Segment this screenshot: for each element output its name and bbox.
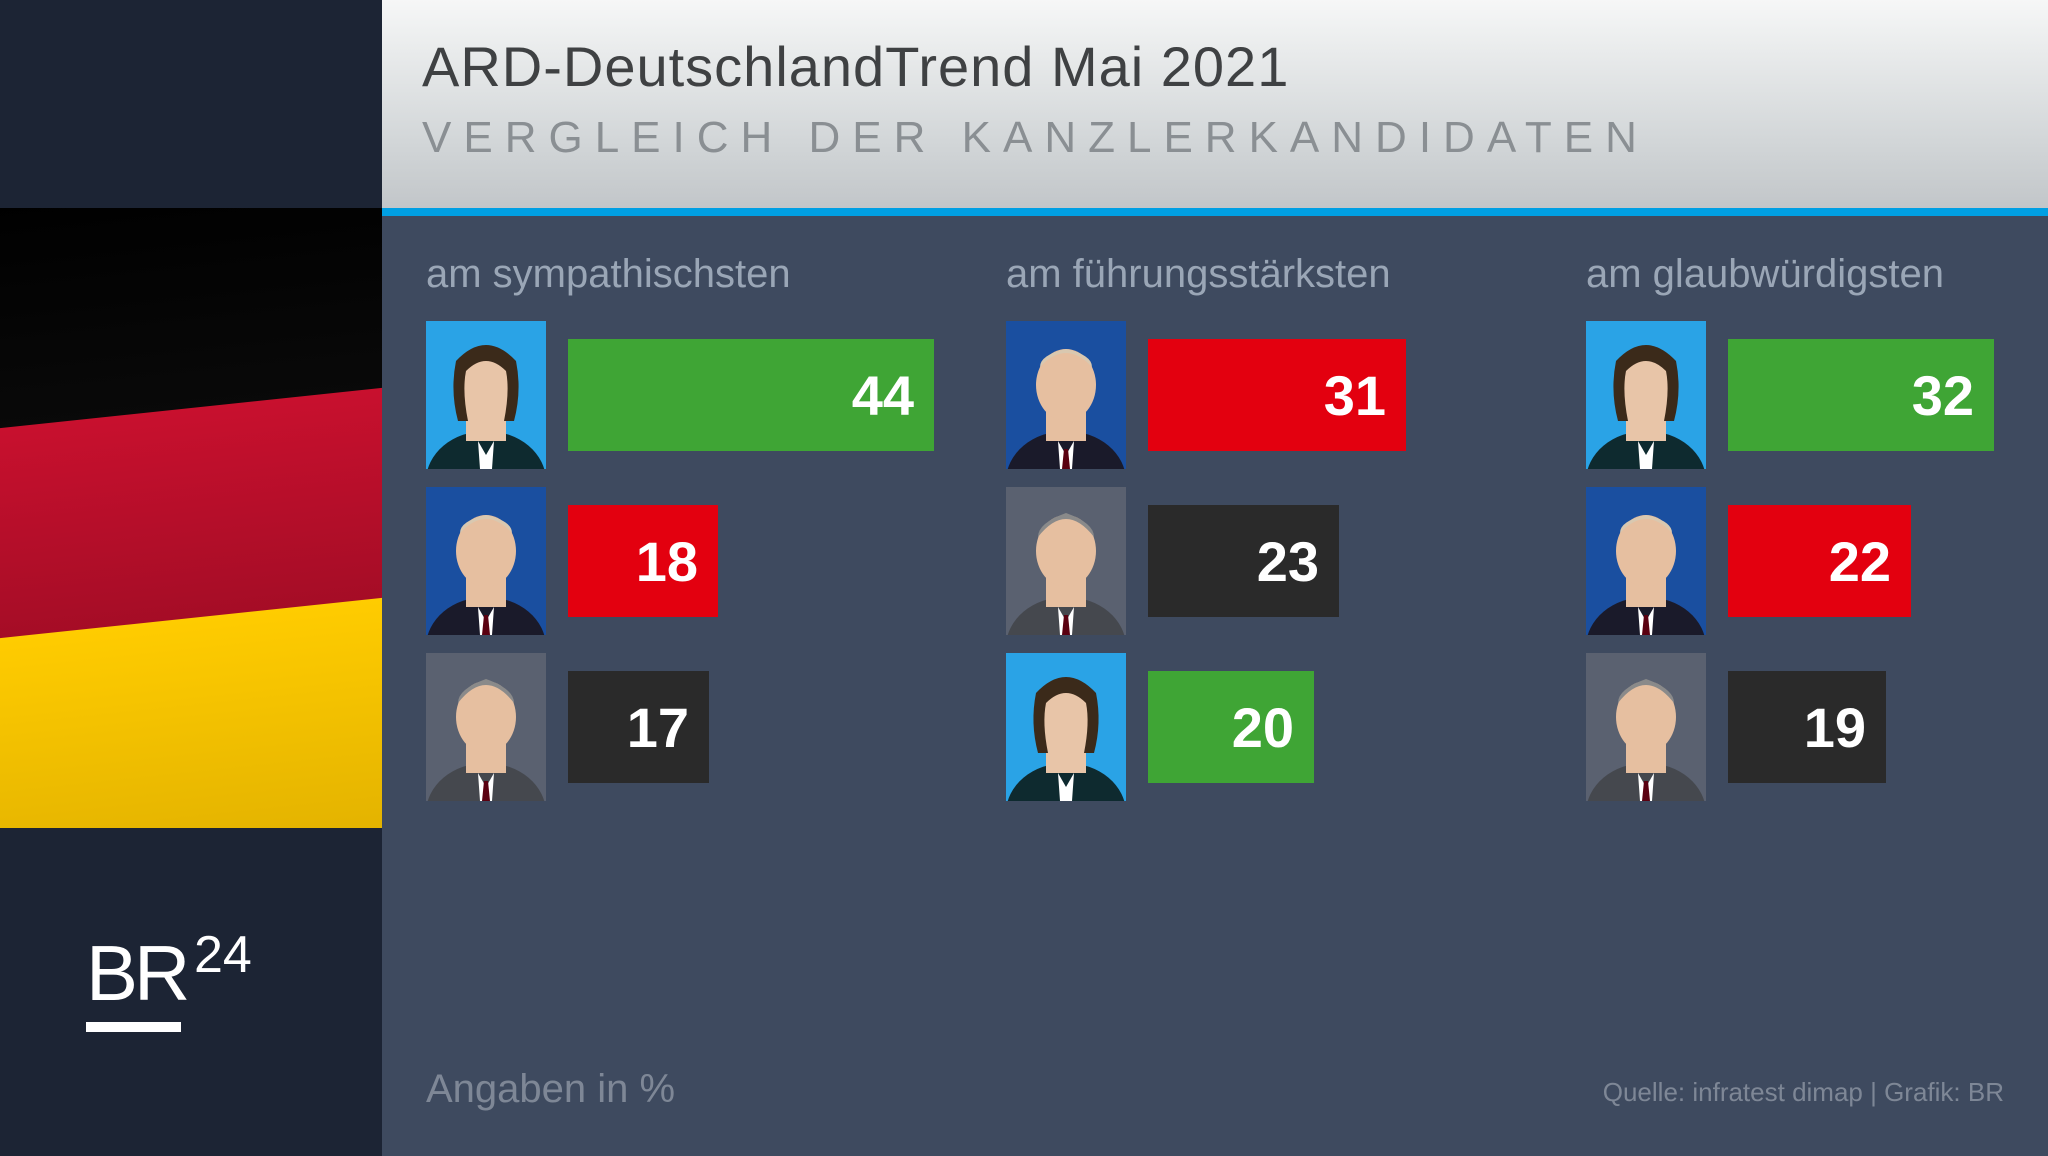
bar-row: 22 bbox=[1586, 487, 2048, 635]
chart-area: am sympathischsten 44 18 17am führungsst… bbox=[382, 216, 2048, 1156]
bar-value-label: 19 bbox=[1728, 671, 1886, 783]
bar-wrap: 22 bbox=[1728, 505, 2048, 617]
accent-bar bbox=[382, 208, 2048, 216]
chart-subtitle: Vergleich der Kanzlerkandidaten bbox=[422, 113, 2008, 163]
chart-title: ARD-DeutschlandTrend Mai 2021 bbox=[422, 34, 2008, 99]
bar-wrap: 31 bbox=[1148, 339, 1514, 451]
bar-wrap: 44 bbox=[568, 339, 934, 451]
right-column: ARD-DeutschlandTrend Mai 2021 Vergleich … bbox=[382, 0, 2048, 1156]
bar-row: 44 bbox=[426, 321, 934, 469]
chart-group: am glaubwürdigsten 32 22 19 bbox=[1586, 252, 2048, 819]
bar-value-label: 17 bbox=[568, 671, 709, 783]
bar-wrap: 32 bbox=[1728, 339, 2048, 451]
portrait-baerbock bbox=[426, 321, 546, 469]
logo-24-text: 24 bbox=[194, 926, 252, 984]
german-flag-image bbox=[0, 208, 382, 828]
portrait-scholz bbox=[1586, 487, 1706, 635]
portrait-baerbock bbox=[1006, 653, 1126, 801]
bar-row: 23 bbox=[1006, 487, 1514, 635]
chart-group: am führungsstärksten 31 23 20 bbox=[1006, 252, 1514, 819]
bar-row: 17 bbox=[426, 653, 934, 801]
portrait-laschet bbox=[1586, 653, 1706, 801]
bar-value-label: 18 bbox=[568, 505, 718, 617]
logo-underline bbox=[86, 1022, 181, 1032]
y-axis-note: Angaben in % bbox=[426, 1067, 675, 1112]
portrait-laschet bbox=[426, 653, 546, 801]
bar-wrap: 18 bbox=[568, 505, 934, 617]
portrait-scholz bbox=[1006, 321, 1126, 469]
logo-br-text: BR bbox=[86, 929, 187, 1017]
bar-value-label: 32 bbox=[1728, 339, 1994, 451]
portrait-laschet bbox=[1006, 487, 1126, 635]
bar-wrap: 23 bbox=[1148, 505, 1514, 617]
bar-value-label: 20 bbox=[1148, 671, 1314, 783]
bar-value-label: 22 bbox=[1728, 505, 1911, 617]
chart-group: am sympathischsten 44 18 17 bbox=[426, 252, 934, 819]
br24-logo-icon: BR 24 bbox=[86, 922, 296, 1062]
root: BR 24 ARD-DeutschlandTrend Mai 2021 Verg… bbox=[0, 0, 2048, 1156]
bar-row: 18 bbox=[426, 487, 934, 635]
bar-value-label: 31 bbox=[1148, 339, 1406, 451]
broadcaster-logo: BR 24 bbox=[0, 828, 382, 1156]
bar-value-label: 44 bbox=[568, 339, 934, 451]
bar-row: 32 bbox=[1586, 321, 2048, 469]
chart-groups: am sympathischsten 44 18 17am führungsst… bbox=[426, 252, 2004, 819]
bar-row: 19 bbox=[1586, 653, 2048, 801]
portrait-scholz bbox=[426, 487, 546, 635]
portrait-baerbock bbox=[1586, 321, 1706, 469]
left-column: BR 24 bbox=[0, 0, 382, 1156]
bar-value-label: 23 bbox=[1148, 505, 1339, 617]
group-title: am sympathischsten bbox=[426, 252, 934, 297]
chart-header: ARD-DeutschlandTrend Mai 2021 Vergleich … bbox=[382, 0, 2048, 208]
bar-wrap: 17 bbox=[568, 671, 934, 783]
bar-wrap: 19 bbox=[1728, 671, 2048, 783]
bar-row: 31 bbox=[1006, 321, 1514, 469]
left-spacer-top bbox=[0, 0, 382, 208]
group-title: am glaubwürdigsten bbox=[1586, 252, 2048, 297]
bar-wrap: 20 bbox=[1148, 671, 1514, 783]
bar-row: 20 bbox=[1006, 653, 1514, 801]
group-title: am führungsstärksten bbox=[1006, 252, 1514, 297]
source-credit: Quelle: infratest dimap | Grafik: BR bbox=[1603, 1077, 2004, 1108]
